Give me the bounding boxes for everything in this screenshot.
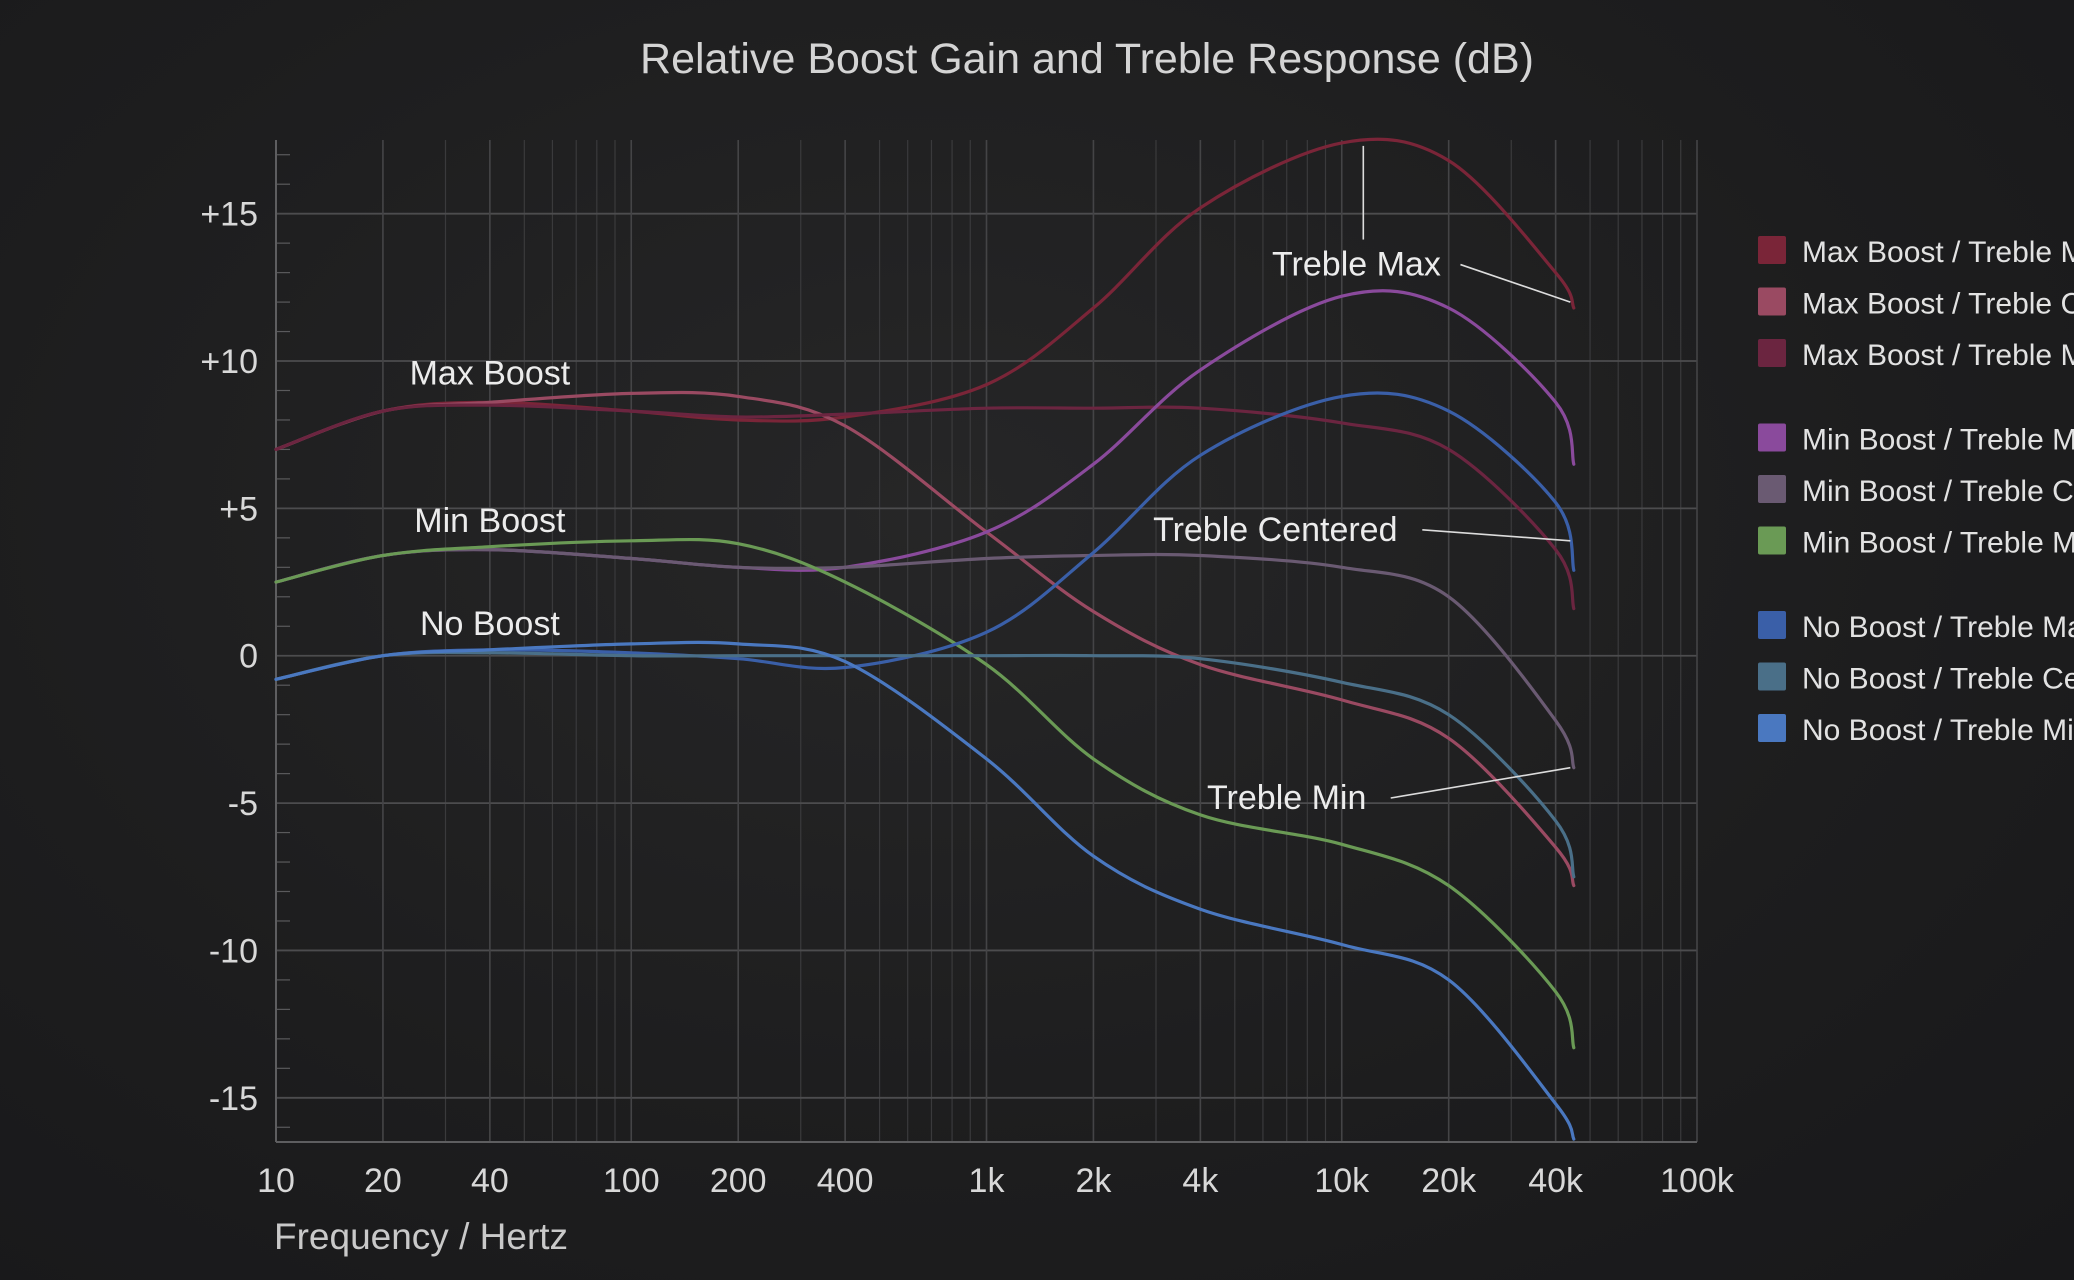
y-tick-label: +10 — [200, 343, 258, 381]
annotation-label: Treble Min — [1207, 779, 1366, 817]
legend-label: Max Boost / Treble Centered — [1802, 288, 2074, 321]
x-tick-label: 40 — [471, 1162, 509, 1200]
annotation-label: No Boost — [420, 605, 560, 643]
annotation-label: Max Boost — [410, 355, 571, 393]
legend-swatch — [1758, 475, 1786, 503]
x-tick-label: 10 — [257, 1162, 295, 1200]
y-tick-label: -15 — [209, 1080, 258, 1118]
legend-swatch — [1758, 339, 1786, 367]
series-line-4 — [274, 547, 1576, 770]
x-tick-label: 1k — [969, 1162, 1006, 1200]
legend-item[interactable]: No Boost / Treble Centered — [1758, 662, 2074, 696]
series-line-2 — [274, 403, 1576, 611]
x-tick-label: 4k — [1182, 1162, 1219, 1200]
x-tick-label: 400 — [817, 1162, 874, 1200]
legend-item[interactable]: Min Boost / Treble Min — [1758, 526, 2074, 560]
annotation-leader-line — [1422, 529, 1571, 542]
legend-label: Min Boost / Treble Centered — [1802, 475, 2074, 508]
legend-swatch — [1758, 423, 1786, 452]
legend-swatch — [1758, 611, 1786, 639]
annotation-leader-line — [1390, 766, 1571, 799]
legend-item[interactable]: Max Boost / Treble Max — [1758, 236, 2074, 269]
legend-swatch — [1758, 662, 1786, 691]
annotation-label: Min Boost — [414, 502, 566, 540]
legend-item[interactable]: Min Boost / Treble Max — [1758, 423, 2074, 457]
annotation-leader-line — [1460, 263, 1571, 303]
legend-swatch — [1758, 236, 1786, 264]
legend-label: Max Boost / Treble Max — [1802, 236, 2074, 269]
legend-item[interactable]: No Boost / Treble Min — [1758, 714, 2074, 747]
y-tick-label: -10 — [209, 932, 258, 970]
x-tick-label: 20k — [1421, 1162, 1477, 1200]
legend-swatch — [1758, 287, 1786, 316]
chart-title: Relative Boost Gain and Treble Response … — [640, 35, 1534, 83]
series-line-8 — [274, 640, 1576, 1141]
y-tick-label: +5 — [219, 490, 258, 528]
y-tick-label: -5 — [228, 785, 258, 823]
series-line-5 — [274, 537, 1576, 1050]
x-tick-label: 20 — [364, 1162, 402, 1200]
x-axis-label: Frequency / Hertz — [274, 1216, 568, 1257]
legend-label: No Boost / Treble Max — [1802, 611, 2074, 644]
legend-label: Max Boost / Treble Min — [1802, 339, 2074, 372]
y-tick-label: +15 — [200, 196, 258, 234]
x-tick-label: 10k — [1314, 1162, 1370, 1200]
x-tick-label: 2k — [1075, 1162, 1112, 1200]
y-tick-label: 0 — [239, 638, 258, 676]
legend-label: No Boost / Treble Centered — [1802, 663, 2074, 696]
series-line-7 — [274, 650, 1576, 879]
y-axis-ticks: +15 +10 +5 0 -5 -10 -15 — [200, 196, 258, 1118]
legend-label: Min Boost / Treble Max — [1802, 424, 2074, 457]
annotation-label: Treble Max — [1272, 246, 1441, 284]
legend-item[interactable]: Max Boost / Treble Min — [1758, 339, 2074, 372]
legend-label: Min Boost / Treble Min — [1802, 527, 2074, 560]
legend-item[interactable]: No Boost / Treble Max — [1758, 611, 2074, 644]
series-lines — [274, 137, 1576, 1141]
x-tick-label: 200 — [710, 1162, 767, 1200]
legend-item[interactable]: Min Boost / Treble Centered — [1758, 475, 2074, 508]
x-tick-label: 100 — [603, 1162, 660, 1200]
legend-swatch — [1758, 526, 1786, 555]
annotation-label: Treble Centered — [1153, 511, 1397, 549]
annotations: Max Boost Min Boost No Boost Treble Max Treb… — [410, 145, 1571, 817]
legend-swatch — [1758, 714, 1786, 742]
x-axis-ticks: 10 20 40 100 200 400 1k 2k 4k 10k 20k 40k 100k — [257, 1162, 1735, 1200]
x-tick-label: 40k — [1528, 1162, 1584, 1200]
x-tick-label: 100k — [1660, 1162, 1735, 1200]
legend-label: No Boost / Treble Min — [1802, 714, 2074, 747]
legend-item[interactable]: Max Boost / Treble Centered — [1758, 287, 2074, 321]
legend[interactable]: Max Boost / Treble Max Max Boost / Treble… — [1758, 236, 2074, 747]
